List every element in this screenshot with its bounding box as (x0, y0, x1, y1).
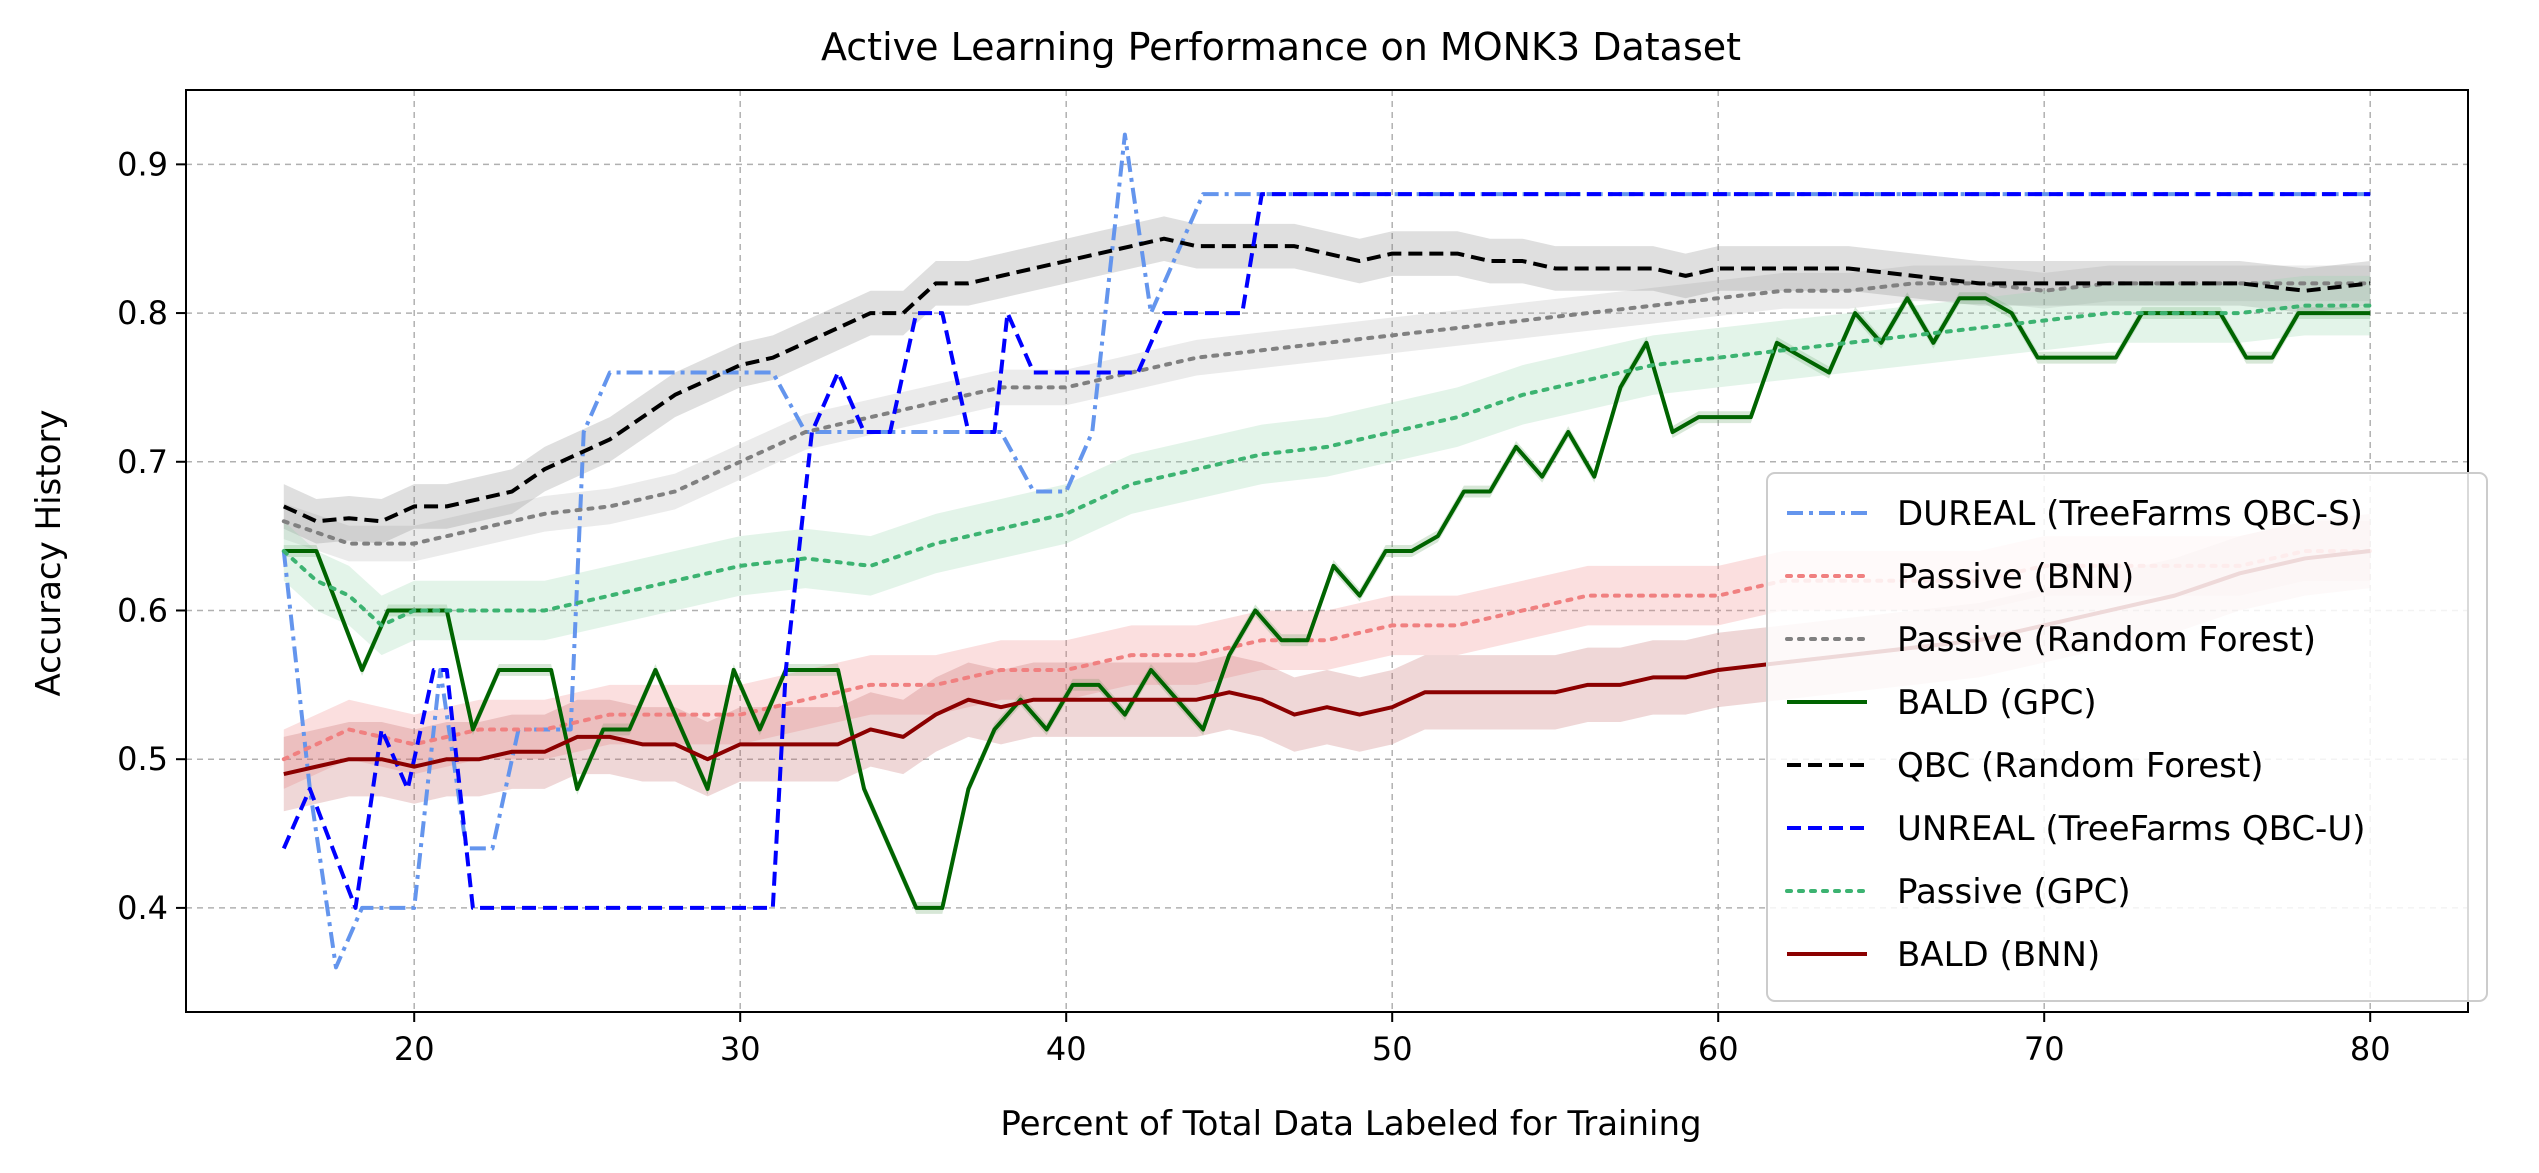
x-tick-label: 80 (2350, 1030, 2391, 1068)
legend: DUREAL (TreeFarms QBC-S) Passive (BNN) Pas… (1766, 472, 2488, 1002)
x-tick-label: 30 (720, 1030, 761, 1068)
chart-title: Active Learning Performance on MONK3 Dat… (821, 25, 1741, 69)
legend-label-4: QBC (Random Forest) (1897, 746, 2263, 786)
legend-label-6: Passive (GPC) (1897, 872, 2131, 912)
y-axis-label: Accuracy History (29, 410, 69, 697)
x-tick-label: 40 (1046, 1030, 1087, 1068)
error-band-7 (283, 513, 2371, 812)
series-line-6 (281, 303, 2373, 628)
series-line-5 (281, 192, 2371, 910)
series-line-4 (282, 236, 2371, 524)
legend-label-0: DUREAL (TreeFarms QBC-S) (1897, 494, 2363, 534)
error-band-2 (283, 265, 2371, 562)
y-tick-label: 0.7 (117, 443, 168, 481)
y-tick-label: 0.5 (117, 740, 168, 778)
y-tick-label: 0.8 (117, 294, 168, 332)
y-tick-label: 0.6 (117, 591, 168, 629)
legend-label-7: BALD (BNN) (1897, 935, 2100, 975)
y-tick-label: 0.9 (117, 145, 168, 183)
legend-label-3: BALD (GPC) (1897, 683, 2097, 723)
legend-label-5: UNREAL (TreeFarms QBC-U) (1897, 809, 2365, 849)
legend-label-2: Passive (Random Forest) (1897, 620, 2316, 660)
x-tick-label: 60 (1698, 1030, 1739, 1068)
series-line-3 (283, 296, 2371, 910)
x-axis-label: Percent of Total Data Labeled for Traini… (1000, 1104, 1701, 1144)
y-ticks: 0.4 0.5 0.6 0.7 0.8 0.9 (117, 145, 186, 927)
legend-box (1766, 472, 2488, 1002)
x-ticks: 20 30 40 50 60 70 80 (394, 1012, 2391, 1068)
legend-label-1: Passive (BNN) (1897, 557, 2134, 597)
x-tick-label: 70 (2024, 1030, 2065, 1068)
x-tick-label: 50 (1372, 1030, 1413, 1068)
error-band-4 (283, 216, 2371, 544)
x-tick-label: 20 (394, 1030, 435, 1068)
y-tick-label: 0.4 (117, 889, 168, 927)
